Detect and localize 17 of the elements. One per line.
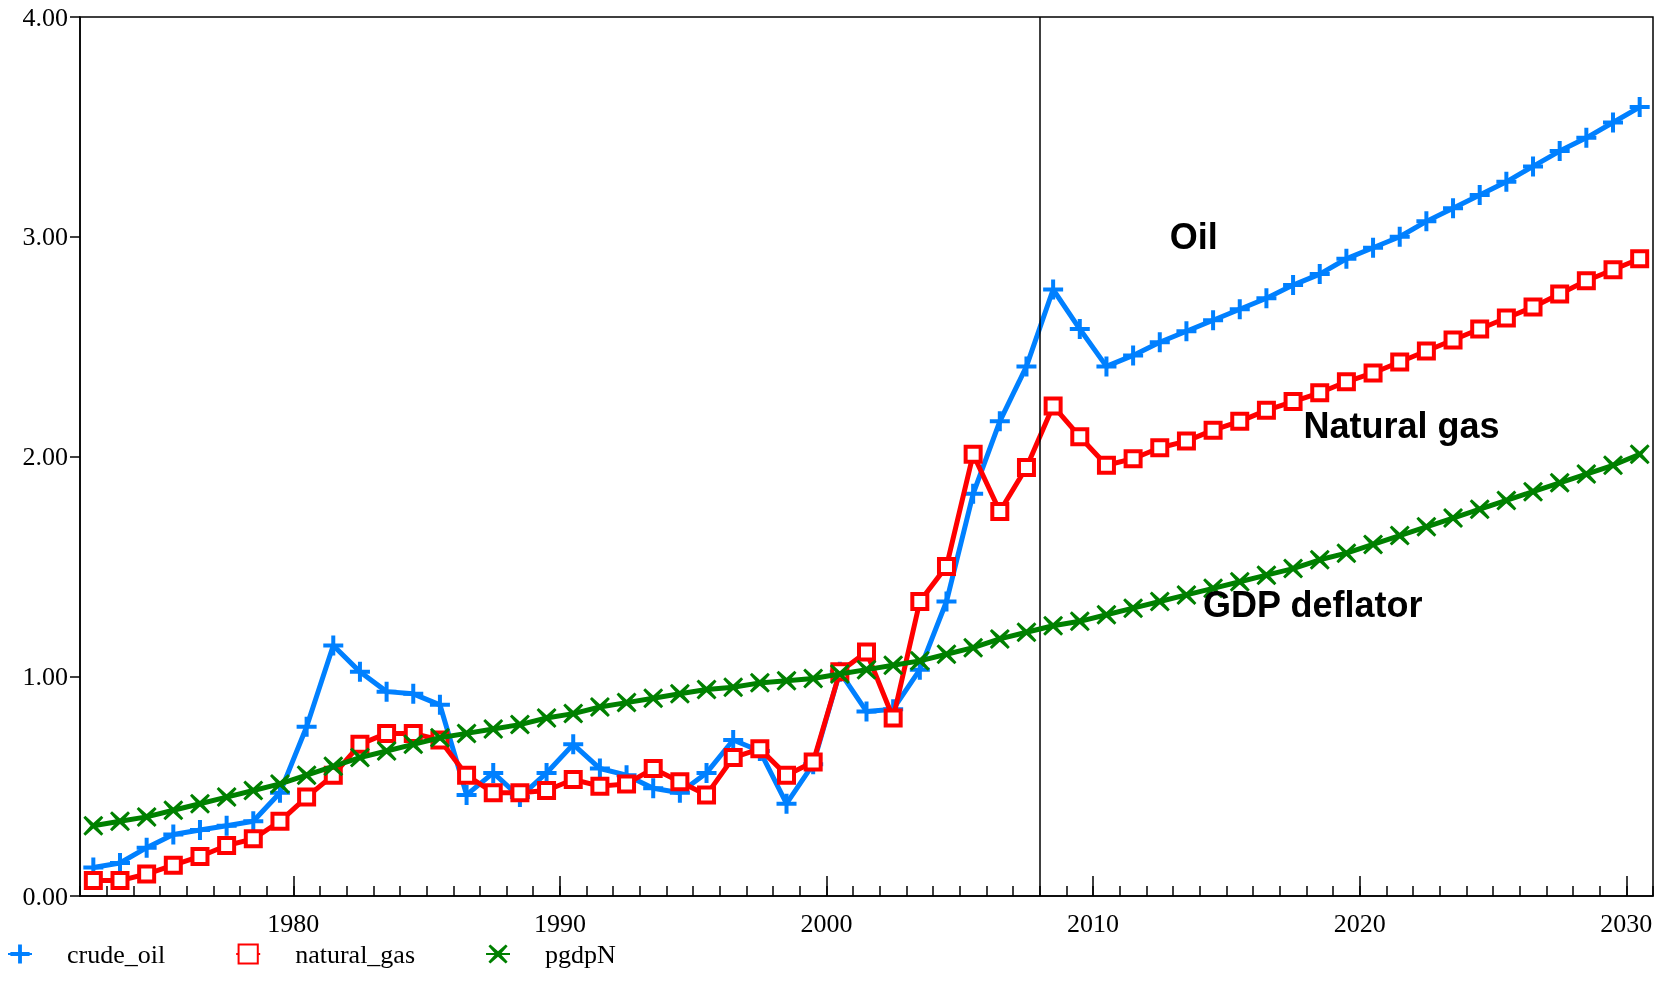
x-tick-label: 1990 bbox=[533, 908, 586, 938]
x-tick-label: 2000 bbox=[800, 908, 853, 938]
y-tick-label: 1.00 bbox=[22, 661, 68, 691]
y-tick-label: 2.00 bbox=[22, 442, 68, 471]
y-tick-label: 3.00 bbox=[22, 222, 68, 252]
legend-label: pgdpN bbox=[545, 939, 617, 969]
x-tick-label: 2010 bbox=[1067, 908, 1120, 938]
x-tick-label: 2030 bbox=[1600, 908, 1653, 938]
y-tick-label: 0.00 bbox=[22, 881, 68, 911]
annotation: GDP deflator bbox=[1203, 583, 1423, 625]
x-tick-label: 2020 bbox=[1333, 908, 1386, 938]
annotation: Oil bbox=[1169, 216, 1218, 258]
legend-label: natural_gas bbox=[295, 939, 416, 969]
y-tick-label: 4.00 bbox=[22, 2, 68, 32]
x-tick-label: 1980 bbox=[267, 908, 320, 938]
annotation: Natural gas bbox=[1303, 405, 1500, 447]
legend-label: crude_oil bbox=[67, 939, 166, 969]
